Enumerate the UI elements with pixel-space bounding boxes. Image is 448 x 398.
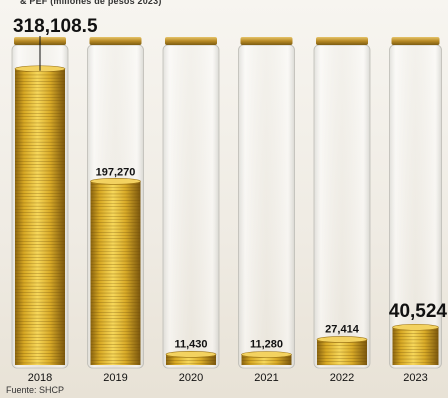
tick-label-2021: 2021 [254, 372, 278, 384]
jar-2018 [11, 37, 69, 369]
jar-glass-2022 [313, 44, 371, 369]
coin-top-2021 [241, 351, 292, 358]
jar-lid-2021 [240, 37, 293, 45]
value-label-2023: 40,524 [389, 301, 448, 322]
coin-stack-2023 [392, 327, 439, 365]
coin-stack-2019 [90, 181, 141, 365]
jar-lid-2022 [316, 37, 368, 45]
value-label-2019: 197,270 [96, 166, 136, 178]
jar-2022 [313, 37, 371, 369]
coin-top-2023 [392, 323, 439, 331]
jar-2021 [238, 37, 295, 369]
tick-label-2022: 2022 [330, 372, 354, 384]
jar-2023 [389, 37, 442, 369]
source-note: Fuente: SHCP [6, 385, 65, 395]
jar-glass-2020 [162, 44, 220, 369]
tick-label-2023: 2023 [403, 372, 427, 384]
coin-top-2020 [165, 351, 217, 358]
coin-ridges-2018 [15, 71, 65, 364]
value-label-2022: 27,414 [325, 323, 360, 335]
value-label-2021: 11,280 [250, 338, 283, 350]
coin-stack-2021 [241, 354, 292, 365]
tick-label-2018: 2018 [28, 372, 52, 384]
jar-lid-2020 [165, 37, 217, 45]
jar-2019 [87, 37, 144, 369]
coin-ridges-2019 [90, 183, 141, 364]
jar-glass-2021 [238, 44, 295, 369]
value-label-2018: 318,108.5 [13, 16, 98, 37]
coin-stack-2020 [166, 354, 216, 365]
coin-stack-2018 [15, 68, 65, 365]
coin-top-2022 [316, 336, 368, 343]
tick-label-2020: 2020 [179, 372, 203, 384]
coin-top-2019 [90, 177, 141, 185]
coin-ridges-2023 [392, 329, 439, 363]
coin-stack-2022 [317, 339, 367, 365]
jar-lid-2023 [391, 37, 440, 45]
jar-2020 [162, 37, 220, 369]
jar-lid-2019 [89, 37, 142, 45]
cut-subtitle: & PEF (millones de pesos 2023) [20, 0, 162, 6]
value-label-2020: 11,430 [174, 338, 207, 350]
tick-label-2019: 2019 [103, 372, 127, 384]
